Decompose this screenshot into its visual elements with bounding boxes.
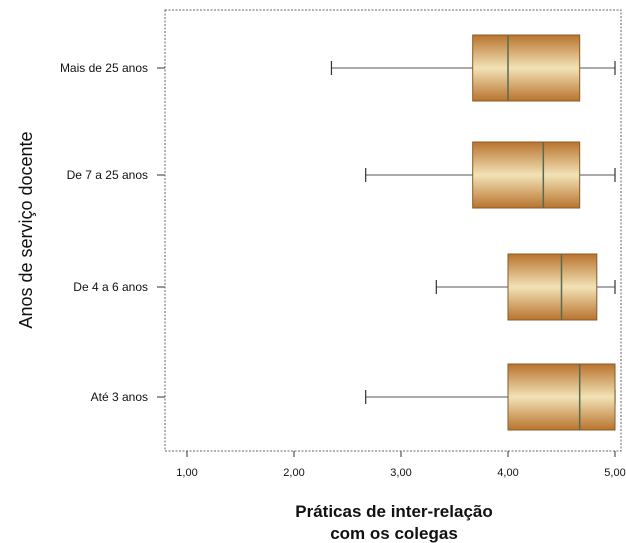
boxes-layer [331, 35, 615, 430]
y-category-label: Mais de 25 anos [60, 61, 148, 75]
iqr-box [508, 254, 597, 320]
box-group [436, 254, 615, 320]
y-category-label: De 4 a 6 anos [73, 280, 148, 294]
box-group [331, 35, 615, 101]
x-tick-label: 5,00 [604, 467, 625, 479]
x-tick-label: 1,00 [176, 467, 197, 479]
y-axis-ticks: Mais de 25 anos De 7 a 25 anos De 4 a 6 an… [60, 61, 165, 404]
y-category-label: Até 3 anos [91, 390, 148, 404]
iqr-box [473, 35, 580, 101]
box-group [366, 364, 615, 430]
y-category-label: De 7 a 25 anos [67, 168, 148, 182]
iqr-box [473, 142, 580, 208]
x-axis-title-line1: Práticas de inter-relação [295, 502, 492, 521]
x-axis-ticks: 1,00 2,00 3,00 4,00 5,00 [176, 451, 625, 479]
iqr-box [508, 364, 615, 430]
x-tick-label: 4,00 [497, 467, 518, 479]
y-axis-title: Anos de serviço docente [16, 131, 36, 328]
box-group [366, 142, 615, 208]
x-axis-title-line2: com os colegas [330, 524, 458, 543]
x-tick-label: 3,00 [390, 467, 411, 479]
x-tick-label: 2,00 [283, 467, 304, 479]
